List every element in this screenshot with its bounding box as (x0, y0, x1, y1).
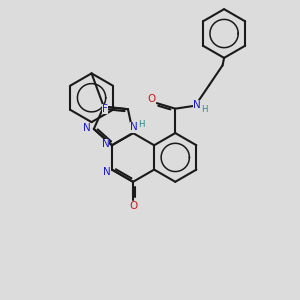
Text: N: N (130, 122, 138, 132)
Text: N: N (194, 100, 201, 110)
Text: H: H (202, 105, 208, 114)
Text: F: F (102, 104, 108, 114)
Text: N: N (103, 167, 111, 177)
Text: O: O (129, 201, 137, 211)
Text: N: N (130, 123, 137, 133)
Text: O: O (148, 94, 156, 104)
Text: N: N (101, 139, 109, 149)
Text: H: H (138, 120, 144, 129)
Text: N: N (83, 123, 91, 133)
